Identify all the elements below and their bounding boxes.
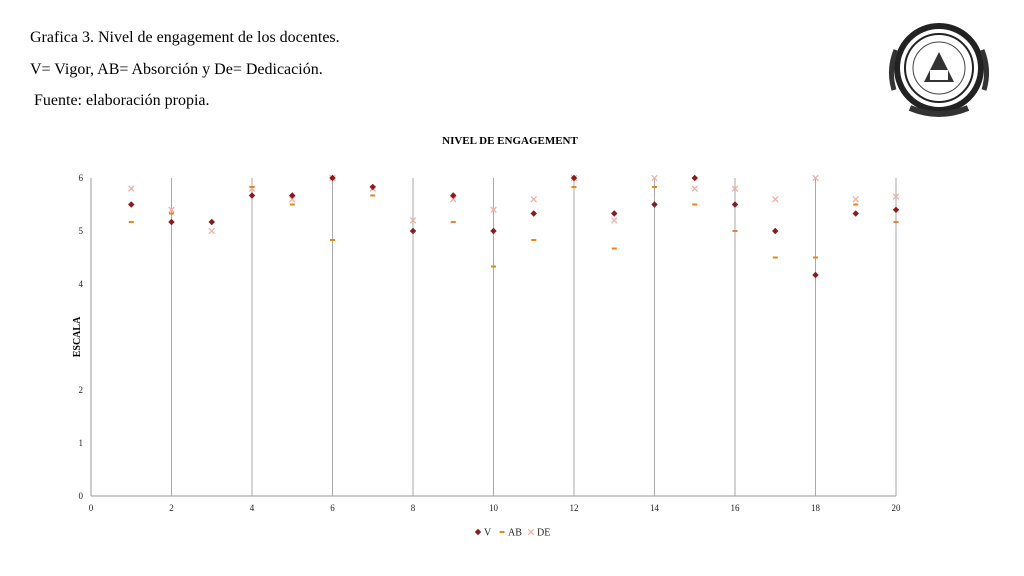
data-point-de <box>288 195 296 203</box>
data-point-ab <box>169 212 174 215</box>
x-tick-label: 20 <box>892 503 902 513</box>
data-point-de <box>168 206 175 214</box>
legend-label-de: DE <box>537 528 550 539</box>
data-point-ab <box>652 186 657 189</box>
data-point-v <box>248 192 256 199</box>
x-tick-label: 2 <box>169 503 174 513</box>
data-point-v <box>329 174 336 182</box>
x-tick-label: 4 <box>250 503 255 513</box>
data-point-de <box>771 195 779 203</box>
x-tick-label: 14 <box>650 503 660 513</box>
data-point-ab <box>330 239 335 242</box>
data-point-ab <box>893 220 899 223</box>
y-tick-label: 2 <box>79 385 84 395</box>
y-tick-label: 0 <box>79 491 84 501</box>
data-point-v <box>208 218 215 226</box>
data-point-de <box>691 185 699 192</box>
data-point-v <box>852 210 859 217</box>
legend-marker-ab <box>499 531 505 533</box>
data-point-v <box>651 201 658 208</box>
data-point-de <box>127 185 135 192</box>
y-tick-label: 4 <box>79 279 84 289</box>
data-point-de <box>651 174 658 182</box>
legend-label-v: V <box>484 528 492 539</box>
data-point-v <box>691 174 698 182</box>
data-point-v <box>611 210 618 217</box>
data-point-ab <box>732 230 738 232</box>
data-point-de <box>208 227 216 235</box>
legend-marker-v <box>474 528 482 536</box>
y-tick-label: 5 <box>79 226 84 236</box>
caption-title: Grafica 3. Nivel de engagement de los do… <box>30 29 340 46</box>
caption-legend-key: V= Vigor, AB= Absorción y De= Dedicación… <box>30 61 323 78</box>
data-point-de <box>852 195 860 203</box>
data-point-v <box>772 227 779 235</box>
data-point-v <box>731 201 739 208</box>
data-point-v <box>289 192 296 199</box>
data-point-v <box>490 227 497 235</box>
data-point-ab <box>491 265 496 268</box>
university-seal-icon <box>888 23 990 117</box>
data-point-v <box>128 201 135 208</box>
data-point-ab <box>128 220 134 223</box>
data-point-de <box>530 195 538 203</box>
data-point-de <box>892 193 900 200</box>
data-point-ab <box>531 239 537 242</box>
data-point-ab <box>692 203 698 206</box>
data-point-ab <box>772 256 778 259</box>
x-tick-label: 6 <box>330 503 335 513</box>
data-point-de <box>490 206 497 214</box>
data-point-v <box>812 271 819 279</box>
y-tick-label: 1 <box>79 438 84 448</box>
data-point-v <box>409 227 417 235</box>
data-point-ab <box>813 256 818 259</box>
data-point-de <box>409 217 417 224</box>
data-point-de <box>610 217 618 224</box>
x-tick-label: 0 <box>89 503 94 513</box>
data-point-ab <box>853 203 859 206</box>
data-point-de <box>731 185 739 192</box>
data-point-v <box>530 210 537 217</box>
data-point-de <box>812 174 819 182</box>
legend-marker-de <box>527 528 535 536</box>
legend-label-ab: AB <box>508 528 522 539</box>
data-point-v <box>892 206 900 213</box>
data-point-ab <box>289 203 295 206</box>
y-axis-label: ESCALA <box>72 316 83 357</box>
data-point-ab <box>249 186 255 189</box>
x-tick-label: 18 <box>811 503 821 513</box>
data-point-de <box>449 195 457 203</box>
data-point-ab <box>571 186 577 189</box>
data-point-v <box>369 183 376 191</box>
caption-source: Fuente: elaboración propia. <box>34 92 210 109</box>
x-tick-label: 10 <box>489 503 499 513</box>
data-point-v <box>450 192 457 199</box>
data-point-v <box>168 218 175 226</box>
y-tick-label: 6 <box>79 173 84 183</box>
chart-title: NIVEL DE ENGAGEMENT <box>442 135 578 147</box>
data-point-v <box>570 174 578 182</box>
data-point-ab <box>611 247 617 250</box>
data-point-ab <box>370 194 376 197</box>
x-tick-label: 16 <box>731 503 741 513</box>
x-tick-label: 8 <box>411 503 416 513</box>
data-point-ab <box>450 220 456 223</box>
x-tick-label: 12 <box>570 503 579 513</box>
